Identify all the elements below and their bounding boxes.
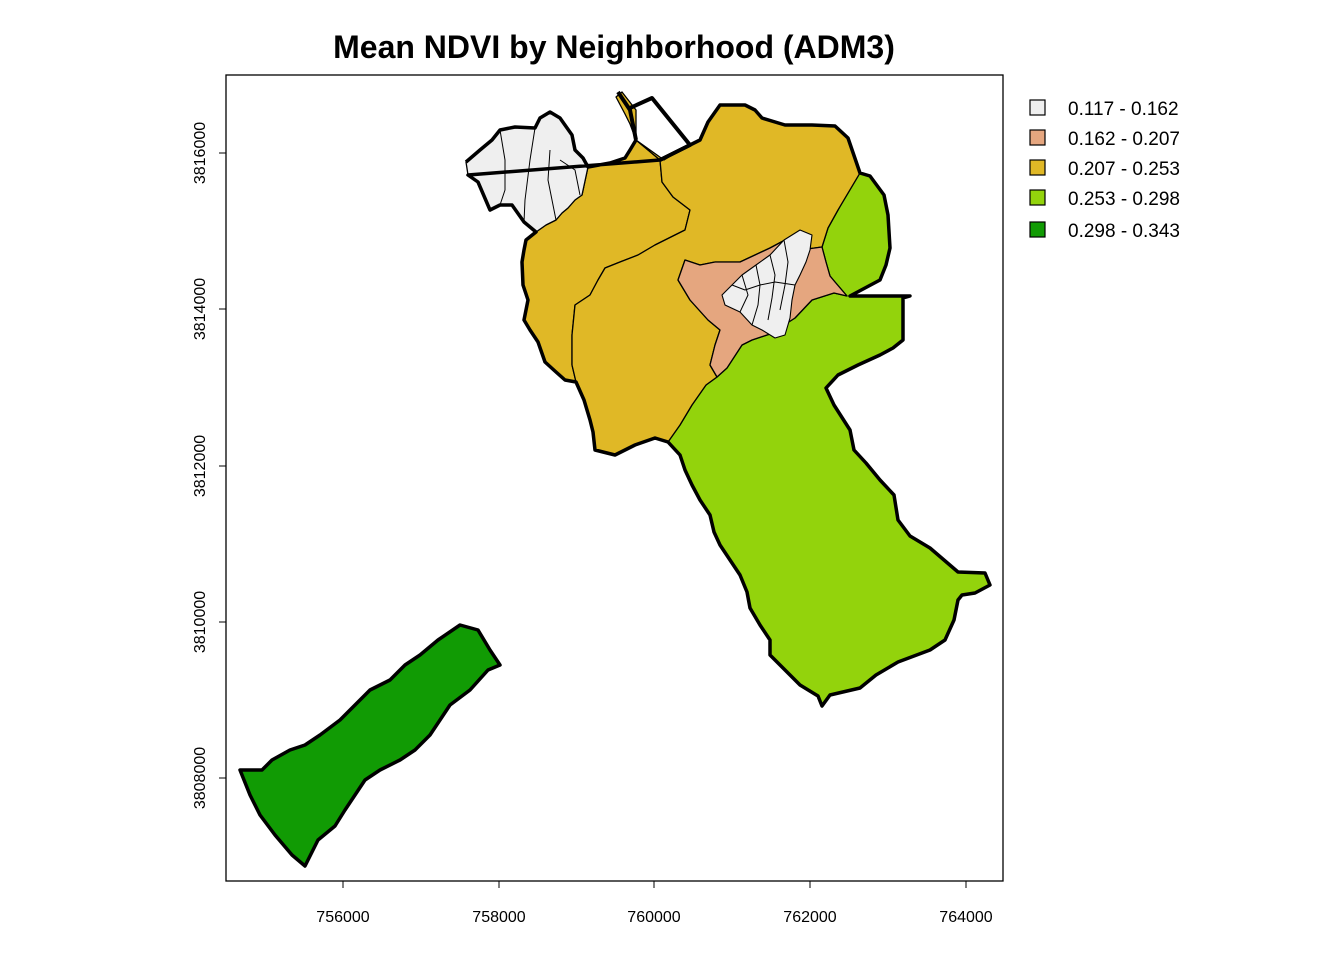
plot-frame xyxy=(225,74,1004,882)
legend-label: 0.253 - 0.298 xyxy=(1068,189,1180,210)
strip-outline xyxy=(238,623,502,868)
x-tick-label: 764000 xyxy=(939,909,992,926)
x-tick-label: 760000 xyxy=(627,909,680,926)
y-tick-label: 3814000 xyxy=(192,278,209,340)
legend-swatch xyxy=(1029,99,1046,116)
legend-label: 0.117 - 0.162 xyxy=(1068,99,1179,120)
legend-swatch xyxy=(1029,159,1046,176)
city-outline-north xyxy=(464,103,992,708)
y-tick-label: 3816000 xyxy=(192,122,209,184)
x-axis: 756000 758000 760000 762000 764000 xyxy=(316,881,993,926)
y-tick-label: 3812000 xyxy=(192,435,209,497)
legend-swatch xyxy=(1029,129,1046,146)
legend-label: 0.207 - 0.253 xyxy=(1068,159,1180,180)
legend-swatch xyxy=(1029,189,1046,206)
legend: 0.117 - 0.162 0.162 - 0.207 0.207 - 0.25… xyxy=(1029,99,1180,242)
y-tick-label: 3808000 xyxy=(192,747,209,809)
x-tick-label: 758000 xyxy=(472,909,525,926)
legend-swatch xyxy=(1029,221,1046,238)
y-axis: 3808000 3810000 3812000 3814000 3816000 xyxy=(192,122,226,809)
legend-label: 0.162 - 0.207 xyxy=(1068,129,1180,150)
map-regions xyxy=(238,90,992,868)
x-tick-label: 762000 xyxy=(783,909,836,926)
legend-label: 0.298 - 0.343 xyxy=(1068,221,1180,242)
map-title: Mean NDVI by Neighborhood (ADM3) xyxy=(333,29,895,65)
region-central-subdivisions xyxy=(731,239,796,326)
region-north-west-subdivisions xyxy=(499,127,581,223)
region-south-west-strip xyxy=(239,624,501,867)
y-tick-label: 3810000 xyxy=(192,591,209,653)
x-tick-label: 756000 xyxy=(316,909,369,926)
